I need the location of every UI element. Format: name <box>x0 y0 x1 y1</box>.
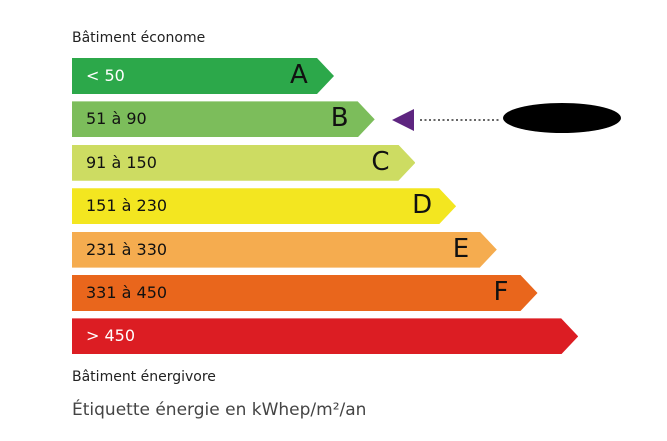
class-letter: E <box>452 233 470 264</box>
class-range: 51 à 90 <box>86 109 147 129</box>
caption: Étiquette énergie en kWhep/m²/an <box>72 400 367 420</box>
class-letter: B <box>330 103 349 134</box>
class-letter: C <box>371 146 390 177</box>
bottom-label: Bâtiment énergivore <box>72 369 216 385</box>
class-letter: A <box>290 60 308 90</box>
class-range: 151 à 230 <box>86 196 168 216</box>
energy-class-g: > 450 <box>72 318 579 355</box>
energy-class-f: 331 à 450 F <box>72 275 538 311</box>
energy-class-c: 91 à 150 C <box>72 144 416 181</box>
class-range: > 450 <box>86 326 136 346</box>
class-range: < 50 <box>86 66 125 85</box>
class-range: 231 à 330 <box>86 239 168 259</box>
energy-class-d: 151 à 230 D <box>72 188 457 225</box>
redacted-value <box>503 103 621 133</box>
class-letter: F <box>493 277 509 307</box>
top-label: Bâtiment économe <box>72 30 206 46</box>
class-range: 331 à 450 <box>86 283 168 302</box>
class-range: 91 à 150 <box>86 152 157 172</box>
energy-class-a: < 50 A <box>72 58 334 94</box>
class-letter: D <box>412 190 433 221</box>
energy-class-b: 51 à 90 B <box>72 101 375 138</box>
rating-indicator-arrow <box>392 109 500 131</box>
energy-class-e: 231 à 330 E <box>72 231 497 268</box>
